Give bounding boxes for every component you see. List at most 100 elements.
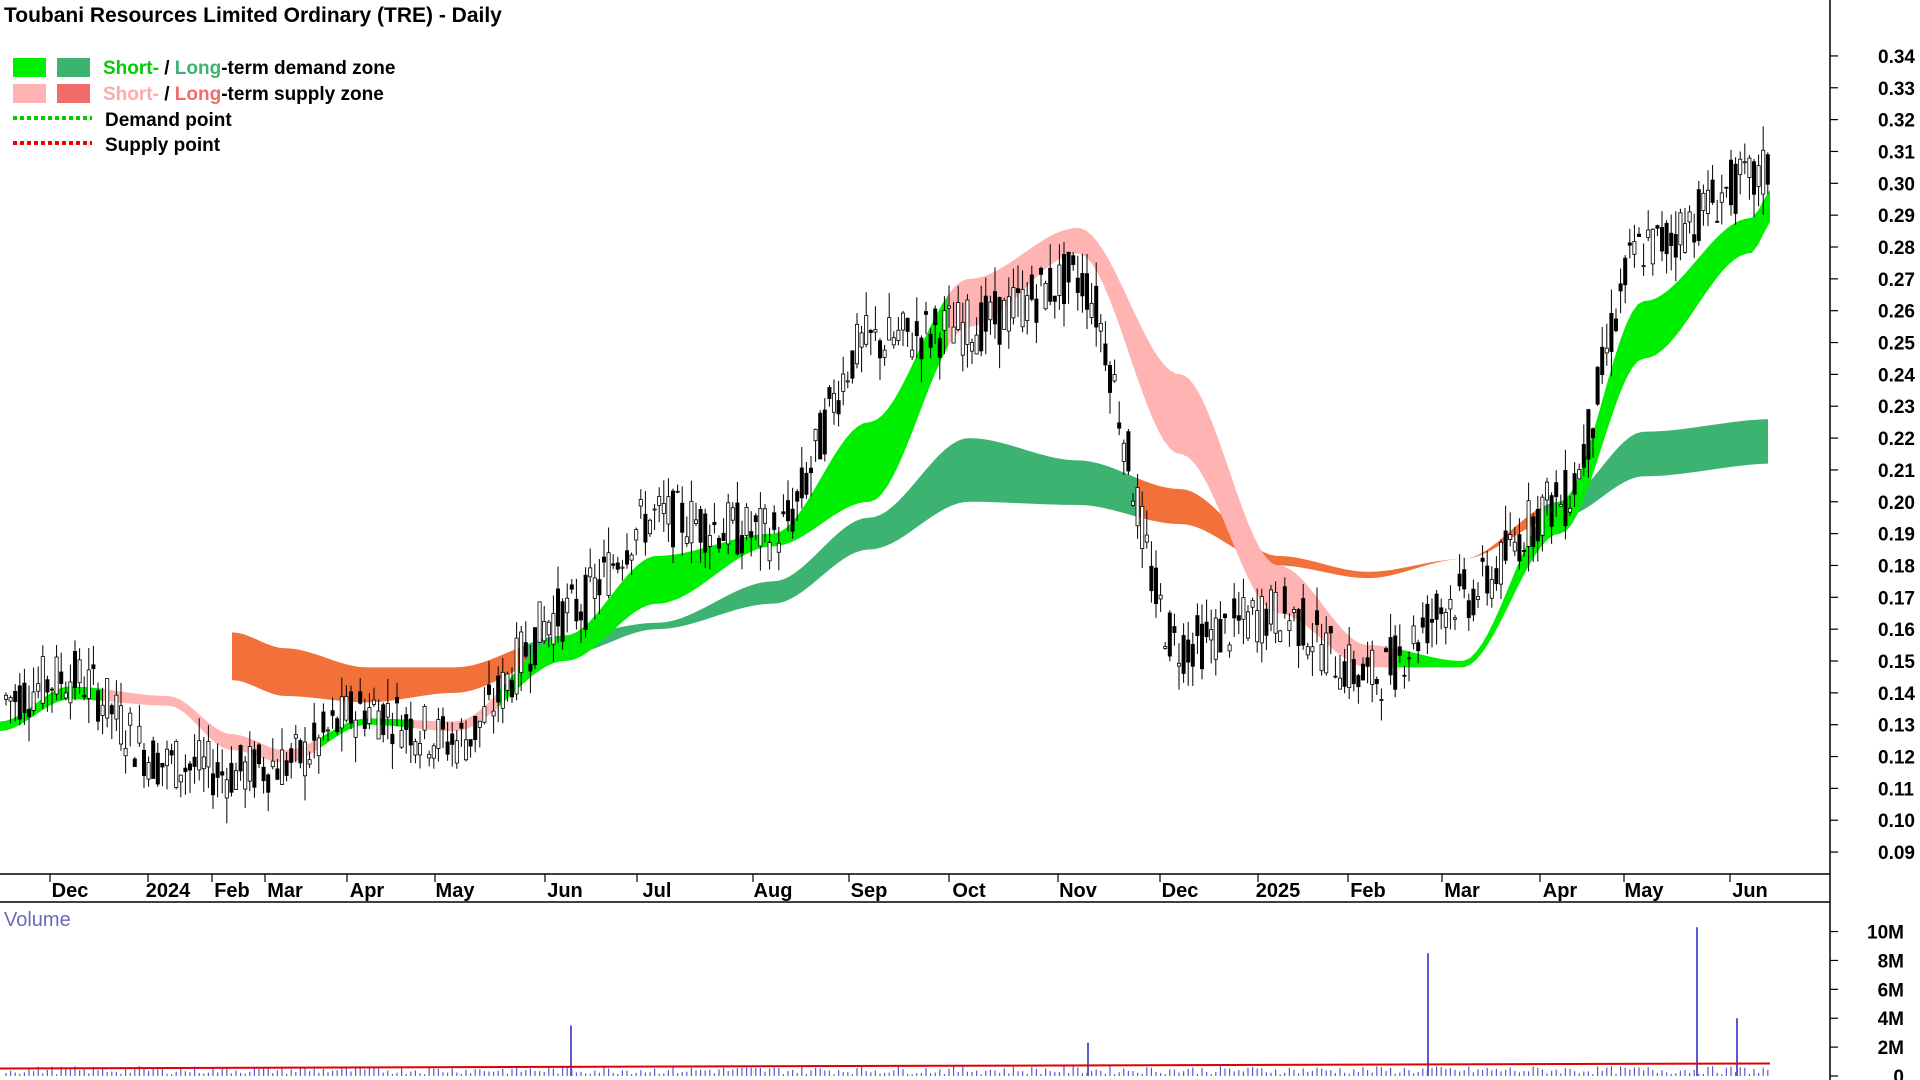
candle-body xyxy=(1108,364,1113,393)
candle-body xyxy=(1494,568,1499,585)
candle-body xyxy=(1029,274,1034,300)
price-tick-label: 0.13 xyxy=(1878,716,1915,737)
candle-body xyxy=(556,588,561,627)
candle-body xyxy=(1255,610,1260,643)
candle-body xyxy=(565,597,570,614)
candle-body xyxy=(1752,161,1757,195)
candle-body xyxy=(1678,212,1683,246)
date-axis: Dec 2024 Feb Mar Apr May Jun Jul Aug Sep Oct Nov Dec… xyxy=(49,874,1768,902)
legend-supply-long: Long xyxy=(175,84,221,105)
candle-body xyxy=(1692,234,1697,243)
short-term-zone-segment xyxy=(1398,189,1770,668)
candle-body xyxy=(827,387,832,399)
candle-body xyxy=(1342,661,1347,687)
candle-body xyxy=(40,656,45,704)
candle-body xyxy=(625,550,630,565)
candle-body xyxy=(50,688,55,691)
candle-body xyxy=(905,317,910,332)
legend-supply-rest: -term supply zone xyxy=(221,84,384,105)
candle-body xyxy=(206,741,211,768)
candle-body xyxy=(1453,617,1458,620)
candle-body xyxy=(671,490,676,548)
date-tick-label: May xyxy=(1625,880,1665,902)
candle-body xyxy=(1416,642,1421,652)
candle-body xyxy=(1733,163,1738,214)
candle-body xyxy=(1006,296,1011,332)
candle-body xyxy=(1011,287,1016,319)
long-term-zone-segment xyxy=(1540,419,1768,523)
candle-body xyxy=(1269,589,1274,625)
candle-body xyxy=(1384,648,1389,653)
candle-body xyxy=(500,671,505,709)
candle-body xyxy=(1154,567,1159,604)
candle-body xyxy=(753,515,758,523)
candle-body xyxy=(307,759,312,765)
volume-axis: 10M 8M 6M 4M 2M 0 xyxy=(1830,923,1904,1080)
price-tick-label: 0.11 xyxy=(1878,779,1914,800)
candle-body xyxy=(868,330,873,333)
candle-body xyxy=(1315,610,1320,626)
candle-body xyxy=(1278,630,1283,642)
candle-body xyxy=(993,291,998,325)
candle-body xyxy=(1273,591,1278,634)
candle-body xyxy=(1761,149,1766,195)
candle-body xyxy=(721,532,726,541)
candle-body xyxy=(836,400,841,415)
candle-body xyxy=(413,741,418,756)
candle-body xyxy=(1057,264,1062,296)
candle-body xyxy=(657,495,662,506)
candle-body xyxy=(694,519,699,524)
candle-body xyxy=(1301,598,1306,646)
candle-body xyxy=(146,762,151,780)
candle-body xyxy=(1627,242,1632,246)
candle-body xyxy=(233,770,238,790)
candle-body xyxy=(1646,229,1651,238)
legend-short-demand-swatch xyxy=(13,58,46,77)
candle-body xyxy=(192,756,197,767)
candle-body xyxy=(215,762,220,778)
candle-body xyxy=(1190,644,1195,667)
candle-body xyxy=(160,762,165,768)
candle-body xyxy=(919,337,924,360)
candle-body xyxy=(325,729,330,732)
legend-demand-sep: / xyxy=(159,58,175,79)
volume-average-line xyxy=(0,1062,1771,1070)
candle-body xyxy=(689,500,694,544)
candle-body xyxy=(63,692,68,699)
volume-label: Volume xyxy=(4,909,71,931)
candle-body xyxy=(965,299,970,345)
candle-body xyxy=(841,373,846,392)
candle-body xyxy=(1545,481,1550,501)
candle-body xyxy=(1356,675,1361,688)
candle-body xyxy=(1729,159,1734,206)
candle-body xyxy=(491,710,496,717)
candle-body xyxy=(137,725,142,744)
candle-body xyxy=(1425,603,1430,644)
candle-body xyxy=(772,512,777,530)
candle-body xyxy=(928,333,933,348)
candle-body xyxy=(597,579,602,596)
candle-body xyxy=(169,750,174,756)
candle-body xyxy=(371,699,376,705)
candle-body xyxy=(983,295,988,332)
candle-body xyxy=(1075,277,1080,293)
legend-demand-zone-label: Short- / Long-term demand zone xyxy=(103,58,395,79)
candle-body xyxy=(1181,635,1186,674)
candle-body xyxy=(1485,565,1490,594)
price-tick-label: 0.18 xyxy=(1878,556,1915,577)
legend-short-supply-swatch xyxy=(13,84,46,103)
candle-body xyxy=(1411,625,1416,645)
candle-body xyxy=(749,531,754,538)
candle-body xyxy=(261,766,266,782)
candle-body xyxy=(1103,343,1108,366)
candle-body xyxy=(82,694,87,698)
candle-body xyxy=(1466,600,1471,618)
candle-body xyxy=(1140,506,1145,549)
candle-body xyxy=(937,338,942,358)
short-term-zone-segment xyxy=(102,688,318,763)
candle-body xyxy=(1696,189,1701,241)
candle-body xyxy=(643,513,648,543)
candle-body xyxy=(832,392,837,413)
candle-body xyxy=(123,747,128,757)
candle-body xyxy=(1535,508,1540,542)
